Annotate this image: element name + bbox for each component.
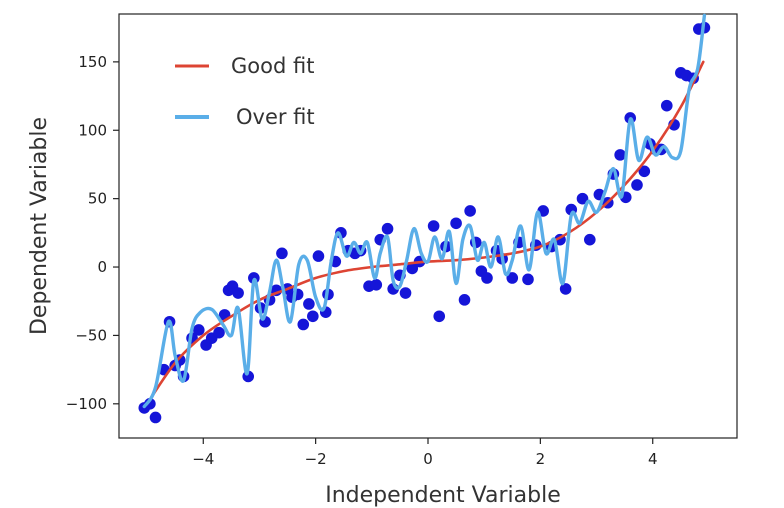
- data-point: [192, 324, 205, 336]
- data-point: [232, 287, 244, 299]
- data-point: [303, 298, 315, 310]
- data-point: [433, 310, 446, 323]
- data-point: [576, 192, 589, 205]
- data-point: [660, 99, 673, 112]
- data-point: [406, 262, 419, 275]
- data-point: [481, 272, 493, 284]
- over-fit-line: [142, 13, 707, 409]
- legend-good-fit-label: Good fit: [231, 54, 314, 78]
- axis-ticks: −4 −2 0 2 4 −100 −50 0 50 100 150: [66, 53, 658, 468]
- data-point: [213, 326, 225, 339]
- x-tick-label: −4: [192, 450, 214, 468]
- data-point: [464, 205, 476, 217]
- x-tick-label: 4: [648, 450, 658, 468]
- y-tick-label: −100: [66, 395, 107, 413]
- y-tick-label: 100: [78, 121, 107, 139]
- y-axis-label: Dependent Variable: [27, 117, 52, 335]
- y-tick-label: −50: [75, 326, 107, 344]
- y-tick-label: 150: [78, 53, 107, 71]
- data-point: [427, 220, 440, 232]
- data-point: [297, 318, 310, 331]
- data-point: [638, 165, 651, 178]
- data-point: [307, 310, 319, 323]
- x-axis-label: Independent Variable: [325, 483, 561, 508]
- data-point: [370, 279, 383, 291]
- y-tick-label: 0: [97, 258, 107, 276]
- data-point: [335, 227, 347, 239]
- data-point: [399, 287, 412, 299]
- data-point: [149, 411, 162, 424]
- x-tick-label: −2: [305, 450, 327, 468]
- legend-over-fit-label: Over fit: [236, 105, 315, 129]
- data-point: [381, 222, 394, 235]
- legend: Good fit Over fit: [175, 54, 315, 129]
- data-point: [458, 294, 471, 306]
- data-point: [559, 283, 572, 295]
- data-point: [522, 273, 534, 286]
- data-point: [584, 233, 596, 246]
- y-tick-label: 50: [88, 190, 107, 208]
- data-point: [614, 149, 626, 161]
- data-point: [450, 217, 462, 230]
- x-tick-label: 2: [536, 450, 546, 468]
- data-point: [276, 247, 288, 260]
- data-point: [312, 250, 325, 262]
- plot-area: [138, 13, 711, 424]
- data-point: [631, 179, 643, 191]
- x-tick-label: 0: [423, 450, 433, 468]
- data-point: [506, 272, 519, 284]
